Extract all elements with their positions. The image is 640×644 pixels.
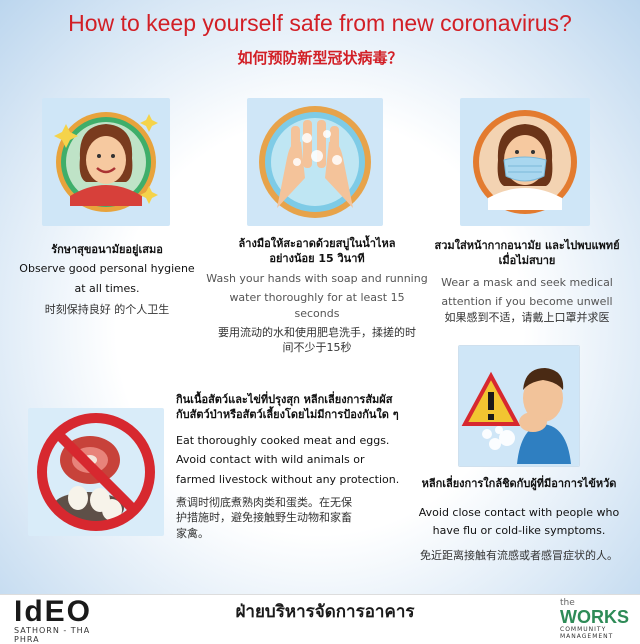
tip-4-thai-1: กินเนื้อสัตว์และไข่ที่ปรุงสุก หลีกเลี่ยง… [176,393,393,406]
tip-1-chinese: 时刻保持良好 的个人卫生 [44,303,170,317]
tip-4-english-2: Avoid contact with wild animals or [176,453,365,467]
tip-4-english-3: farmed livestock without any protection. [176,472,400,486]
tip-5-thai: หลีกเลี่ยงการใกล้ชิดกับผู้ที่มีอาการไข้ห… [421,477,617,490]
the-works-logo: the WORKS COMMUNITY MANAGEMENT [560,598,634,640]
tip-4-chinese-1: 煮调时彻底煮熟肉类和蛋类。在无保 [176,495,352,509]
ideo-logo-sub: SATHORN - THA PHRA [14,626,91,644]
tip-3-english-1: Wear a mask and seek medical [441,275,613,289]
tip-2-text: ล้างมือให้สะอาดด้วยสบู่ในน้ำไหล อย่างน้อ… [206,236,428,356]
tip-4-english-1: Eat thoroughly cooked meat and eggs. [176,433,390,447]
ideo-logo: IdEO SATHORN - THA PHRA [14,595,114,644]
tip-4-chinese-3: 家禽。 [176,526,209,540]
tip-1-english-1: Observe good personal hygiene [19,262,195,276]
ideo-logo-text: IdEO [14,595,93,628]
tip-2-english-1: Wash your hands with soap and running [206,271,428,285]
happy-woman-icon [54,112,158,212]
tip-3-thai-2: เมื่อไม่สบาย [498,254,556,268]
tip-3-image [460,98,590,226]
tip-1-english-2: at all times. [74,281,140,295]
tip-3-chinese: 如果感到不适，请戴上口罩并求医 [444,310,610,324]
tip-2-chinese-1: 要用流动的水和使用肥皂洗手，揉搓的时 [218,325,416,339]
tip-2-thai-1: ล้างมือให้สะอาดด้วยสบู่ในน้ำไหล [238,237,396,250]
hand-washing-icon [259,106,371,218]
page-title: How to keep yourself safe from new coron… [68,10,572,36]
tip-4-chinese-2: 护措施时，避免接触野生动物和家畜 [176,511,352,525]
no-raw-meat-icon [37,413,155,531]
tip-3-thai-1: สวมใส่หน้ากากอนามัย และไปพบแพทย์ [434,239,620,252]
the-works-main: WORKS [560,607,629,627]
tip-2-english-2: water thoroughly for at least 15 seconds [229,291,405,320]
footer-bar [0,594,640,641]
tip-4-thai-2: กับสัตว์ป่าหรือสัตว์เลี้ยงโดยไม่มีการป้อ… [176,408,399,422]
tip-5-english-2: have flu or cold-like symptoms. [432,523,606,537]
the-works-small: the [560,598,575,608]
tip-4-image [28,408,164,536]
tip-4-text: กินเนื้อสัตว์และไข่ที่ปรุงสุก หลีกเลี่ยง… [176,392,406,541]
tip-2-thai-2: อย่างน้อย 15 วินาที [269,252,365,266]
tip-5-text: หลีกเลี่ยงการใกล้ชิดกับผู้ที่มีอาการไข้ห… [404,476,634,564]
building-management-label: ฝ่ายบริหารจัดการอาคาร [235,602,415,622]
tip-1-image [42,98,170,226]
tip-3-text: สวมใส่หน้ากากอนามัย และไปพบแพทย์ เมื่อไม… [422,238,632,325]
tip-3-english-2: attention if you become unwell [441,295,613,309]
page-subtitle: 如何预防新型冠状病毒？ [237,49,403,67]
tip-2-chinese-2: 间不少于15秒 [282,341,352,355]
tip-5-image [458,345,580,467]
tip-1-thai: รักษาสุขอนามัยอยู่เสมอ [51,243,163,256]
tip-5-chinese: 免近距离接触有流感或者感冒症状的人。 [420,549,618,563]
tip-1-text: รักษาสุขอนามัยอยู่เสมอ Observe good pers… [2,242,212,318]
masked-woman-icon [473,110,577,214]
tip-2-image [247,98,383,226]
the-works-sub: COMMUNITY MANAGEMENT [560,626,614,640]
coughing-man-icon [459,346,579,466]
tip-5-english-1: Avoid close contact with people who [418,506,620,520]
